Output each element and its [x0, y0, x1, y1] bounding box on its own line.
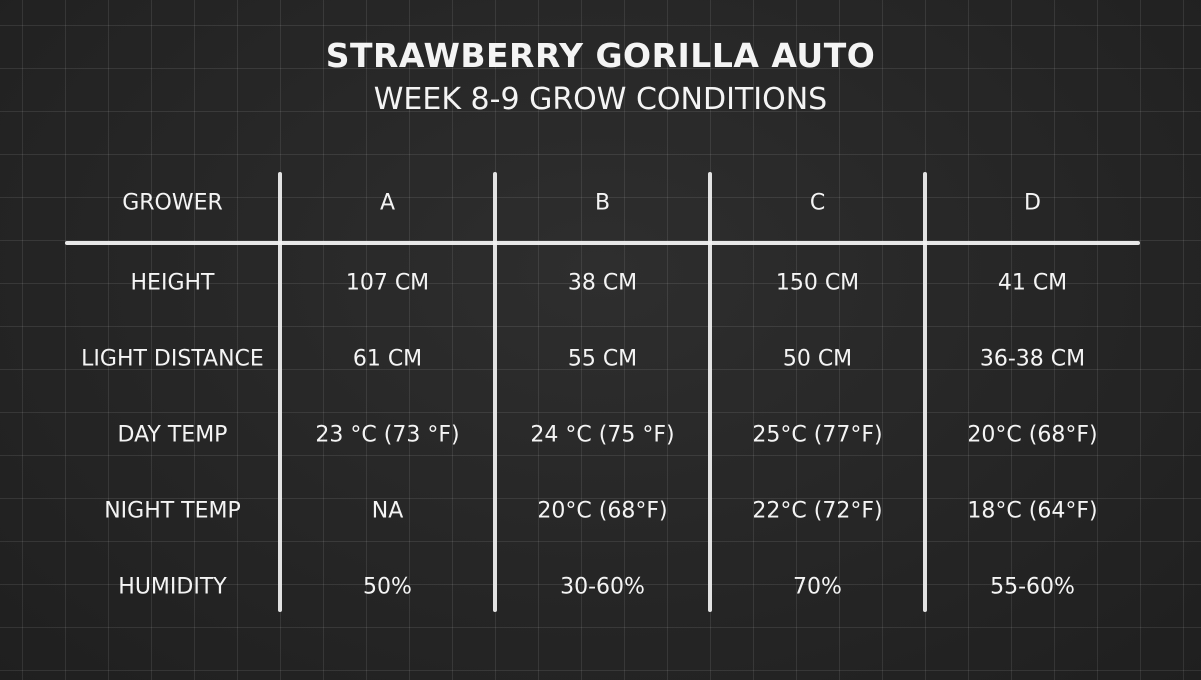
row-label: NIGHT TEMP	[104, 498, 241, 524]
column-header: B	[594, 190, 611, 216]
table-cell: 38 CM	[567, 270, 638, 296]
row-label: DAY TEMP	[117, 422, 228, 448]
table-cell: NA	[371, 498, 404, 524]
table-cell: 55 CM	[567, 346, 638, 372]
row-label: HEIGHT	[130, 270, 215, 296]
column-header: GROWER	[122, 190, 223, 216]
table-cell: 25°C (77°F)	[752, 422, 883, 448]
column-divider	[923, 172, 927, 612]
table-cell: 24 °C (75 °F)	[530, 422, 675, 448]
table-cell: 22°C (72°F)	[752, 498, 883, 524]
column-divider	[493, 172, 497, 612]
column-header: A	[379, 190, 396, 216]
table-cell: 55-60%	[990, 574, 1075, 600]
page-subtitle: WEEK 8-9 GROW CONDITIONS	[373, 82, 828, 117]
table-cell: 23 °C (73 °F)	[315, 422, 460, 448]
column-divider	[278, 172, 282, 612]
table-cell: 107 CM	[345, 270, 430, 296]
table-cell: 20°C (68°F)	[967, 422, 1098, 448]
column-header: D	[1024, 190, 1041, 216]
column-header: C	[809, 190, 826, 216]
table-cell: 18°C (64°F)	[967, 498, 1098, 524]
table-cell: 36-38 CM	[979, 346, 1086, 372]
table-cell: 50 CM	[782, 346, 853, 372]
row-label: HUMIDITY	[118, 574, 227, 600]
table-cell: 20°C (68°F)	[537, 498, 668, 524]
page-title: STRAWBERRY GORILLA AUTO	[325, 36, 876, 75]
table-cell: 30-60%	[560, 574, 645, 600]
table-cell: 41 CM	[997, 270, 1068, 296]
row-label: LIGHT DISTANCE	[81, 346, 264, 372]
table-cell: 50%	[363, 574, 412, 600]
table-cell: 70%	[793, 574, 842, 600]
header-divider	[65, 241, 1140, 245]
column-divider	[708, 172, 712, 612]
table-cell: 61 CM	[352, 346, 423, 372]
table-cell: 150 CM	[775, 270, 860, 296]
